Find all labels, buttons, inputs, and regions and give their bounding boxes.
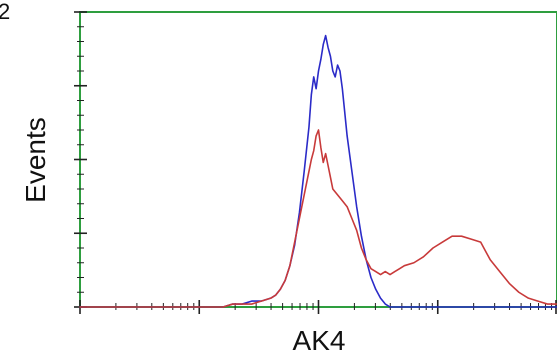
- series-group: [79, 34, 557, 308]
- corner-label: 2: [0, 0, 10, 24]
- series-line-blue: [79, 34, 557, 308]
- x-axis-title: AK4: [293, 325, 346, 356]
- y-axis-ticks: [74, 11, 87, 308]
- y-axis-title: Events: [20, 117, 51, 203]
- series-line-red: [79, 129, 557, 308]
- plot-frame-group: [79, 11, 557, 308]
- plot-frame: [79, 11, 557, 308]
